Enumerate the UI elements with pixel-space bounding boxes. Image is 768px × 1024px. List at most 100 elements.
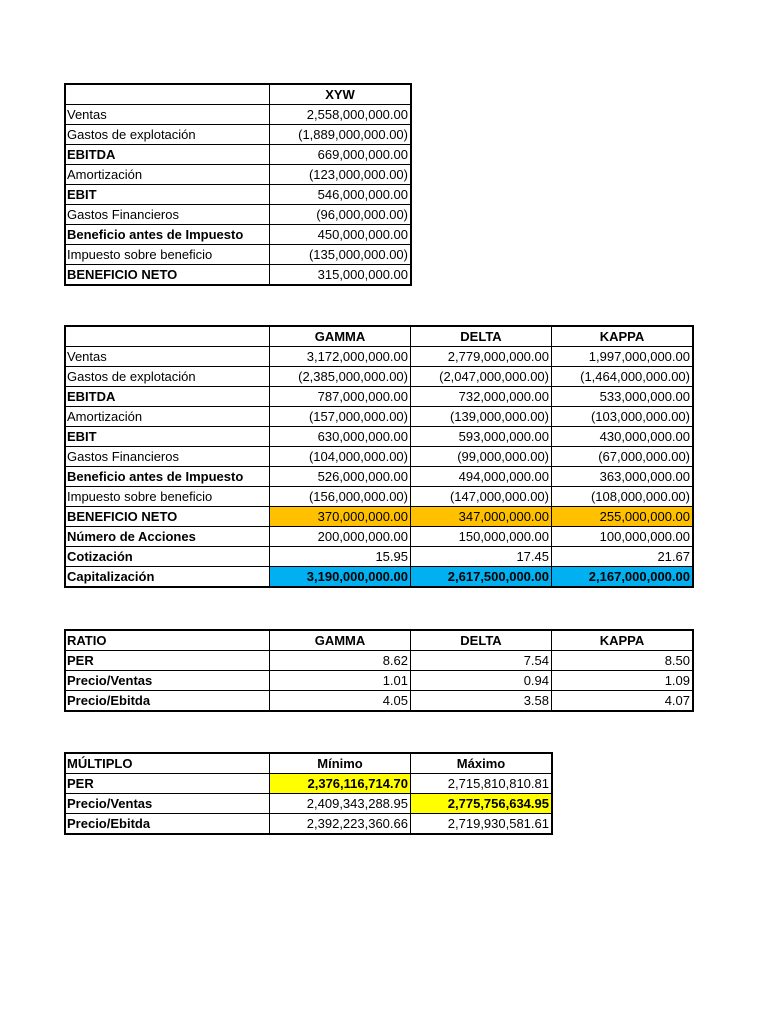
value-cell: 1,997,000,000.00 — [551, 346, 694, 367]
row: EBIT 630,000,000.00 593,000,000.00 430,000,… — [64, 426, 694, 447]
column-header: DELTA — [410, 629, 552, 651]
value-cell: (1,464,000,000.00) — [551, 366, 694, 387]
value-cell: 3,190,000,000.00 — [269, 566, 411, 588]
row-label: Gastos de explotación — [64, 366, 270, 387]
row: PER 8.62 7.54 8.50 — [64, 650, 694, 671]
value-cell: 1.01 — [269, 670, 411, 691]
value-cell: (147,000,000.00) — [410, 486, 552, 507]
value-cell: 2,167,000,000.00 — [551, 566, 694, 588]
row: Número de Acciones 200,000,000.00 150,000,… — [64, 526, 694, 547]
row-label: EBITDA — [64, 144, 270, 165]
value-cell: 450,000,000.00 — [269, 224, 412, 245]
value-cell: (156,000,000.00) — [269, 486, 411, 507]
row-label: Precio/Ventas — [64, 793, 270, 814]
value-cell: 2,376,116,714.70 — [269, 773, 411, 794]
value-cell: (2,385,000,000.00) — [269, 366, 411, 387]
column-header: KAPPA — [551, 325, 694, 347]
value-cell: (123,000,000.00) — [269, 164, 412, 185]
row: BENEFICIO NETO 370,000,000.00 347,000,000.… — [64, 506, 694, 527]
row-label: Beneficio antes de Impuesto — [64, 224, 270, 245]
corner-cell: MÚLTIPLO — [64, 752, 270, 774]
row: Precio/Ventas 1.01 0.94 1.09 — [64, 670, 694, 691]
value-cell: (1,889,000,000.00) — [269, 124, 412, 145]
value-cell: 21.67 — [551, 546, 694, 567]
value-cell: 2,558,000,000.00 — [269, 104, 412, 125]
row-label: Impuesto sobre beneficio — [64, 244, 270, 265]
value-cell: 315,000,000.00 — [269, 264, 412, 286]
row-label: Precio/Ventas — [64, 670, 270, 691]
value-cell: 8.50 — [551, 650, 694, 671]
header-row: RATIO GAMMA DELTA KAPPA — [64, 629, 694, 651]
value-cell: 669,000,000.00 — [269, 144, 412, 165]
row: Ventas 2,558,000,000.00 — [64, 104, 412, 125]
value-cell: 15.95 — [269, 546, 411, 567]
value-cell: 200,000,000.00 — [269, 526, 411, 547]
column-header: KAPPA — [551, 629, 694, 651]
row-label: EBITDA — [64, 386, 270, 407]
column-header: Mínimo — [269, 752, 411, 774]
value-cell: 1.09 — [551, 670, 694, 691]
row-label: Gastos de explotación — [64, 124, 270, 145]
corner-cell — [64, 325, 270, 347]
row-label: Capitalización — [64, 566, 270, 588]
value-cell: 2,392,223,360.66 — [269, 813, 411, 835]
row-label: EBIT — [64, 184, 270, 205]
table: RATIO GAMMA DELTA KAPPA PER 8.62 7.54 8.50 Preci… — [64, 629, 694, 712]
value-cell: 430,000,000.00 — [551, 426, 694, 447]
row-label: BENEFICIO NETO — [64, 506, 270, 527]
table: XYW Ventas 2,558,000,000.00 Gastos de explo… — [64, 83, 412, 286]
value-cell: 2,719,930,581.61 — [410, 813, 553, 835]
row: Ventas 3,172,000,000.00 2,779,000,000.00 1,… — [64, 346, 694, 367]
value-cell: (67,000,000.00) — [551, 446, 694, 467]
value-cell: (139,000,000.00) — [410, 406, 552, 427]
row-label: Ventas — [64, 346, 270, 367]
value-cell: 526,000,000.00 — [269, 466, 411, 487]
value-cell: 533,000,000.00 — [551, 386, 694, 407]
row: Precio/Ebitda 2,392,223,360.66 2,719,930,5… — [64, 813, 553, 835]
value-cell: (157,000,000.00) — [269, 406, 411, 427]
value-cell: 2,409,343,288.95 — [269, 793, 411, 814]
column-header: XYW — [269, 83, 412, 105]
row-label: EBIT — [64, 426, 270, 447]
value-cell: 4.05 — [269, 690, 411, 712]
row: EBIT 546,000,000.00 — [64, 184, 412, 205]
corner-cell: RATIO — [64, 629, 270, 651]
row-label: BENEFICIO NETO — [64, 264, 270, 286]
row: Gastos de explotación (2,385,000,000.00)(… — [64, 366, 694, 387]
row-label: Precio/Ebitda — [64, 690, 270, 712]
row: Gastos Financieros (104,000,000.00) (99,00… — [64, 446, 694, 467]
value-cell: 546,000,000.00 — [269, 184, 412, 205]
column-header: GAMMA — [269, 629, 411, 651]
value-cell: 593,000,000.00 — [410, 426, 552, 447]
value-cell: 732,000,000.00 — [410, 386, 552, 407]
value-cell: 2,779,000,000.00 — [410, 346, 552, 367]
row: Gastos Financieros (96,000,000.00) — [64, 204, 412, 225]
row: Beneficio antes de Impuesto 450,000,000.0… — [64, 224, 412, 245]
row-label: Cotización — [64, 546, 270, 567]
row: PER 2,376,116,714.70 2,715,810,810.81 — [64, 773, 553, 794]
row-label: PER — [64, 650, 270, 671]
row: EBITDA 669,000,000.00 — [64, 144, 412, 165]
value-cell: 3,172,000,000.00 — [269, 346, 411, 367]
row-label: PER — [64, 773, 270, 794]
column-header: DELTA — [410, 325, 552, 347]
row-label: Gastos Financieros — [64, 204, 270, 225]
row: Impuesto sobre beneficio (156,000,000.00)… — [64, 486, 694, 507]
header-row: XYW — [64, 83, 412, 105]
value-cell: 7.54 — [410, 650, 552, 671]
row-label: Impuesto sobre beneficio — [64, 486, 270, 507]
value-cell: 2,715,810,810.81 — [410, 773, 553, 794]
value-cell: 3.58 — [410, 690, 552, 712]
row-label: Amortización — [64, 406, 270, 427]
row: Amortización (123,000,000.00) — [64, 164, 412, 185]
value-cell: 370,000,000.00 — [269, 506, 411, 527]
value-cell: (104,000,000.00) — [269, 446, 411, 467]
row: Beneficio antes de Impuesto 526,000,000.0… — [64, 466, 694, 487]
value-cell: 8.62 — [269, 650, 411, 671]
column-header: Máximo — [410, 752, 553, 774]
value-cell: (2,047,000,000.00) — [410, 366, 552, 387]
value-cell: (108,000,000.00) — [551, 486, 694, 507]
value-cell: 630,000,000.00 — [269, 426, 411, 447]
header-row: MÚLTIPLO Mínimo Máximo — [64, 752, 553, 774]
